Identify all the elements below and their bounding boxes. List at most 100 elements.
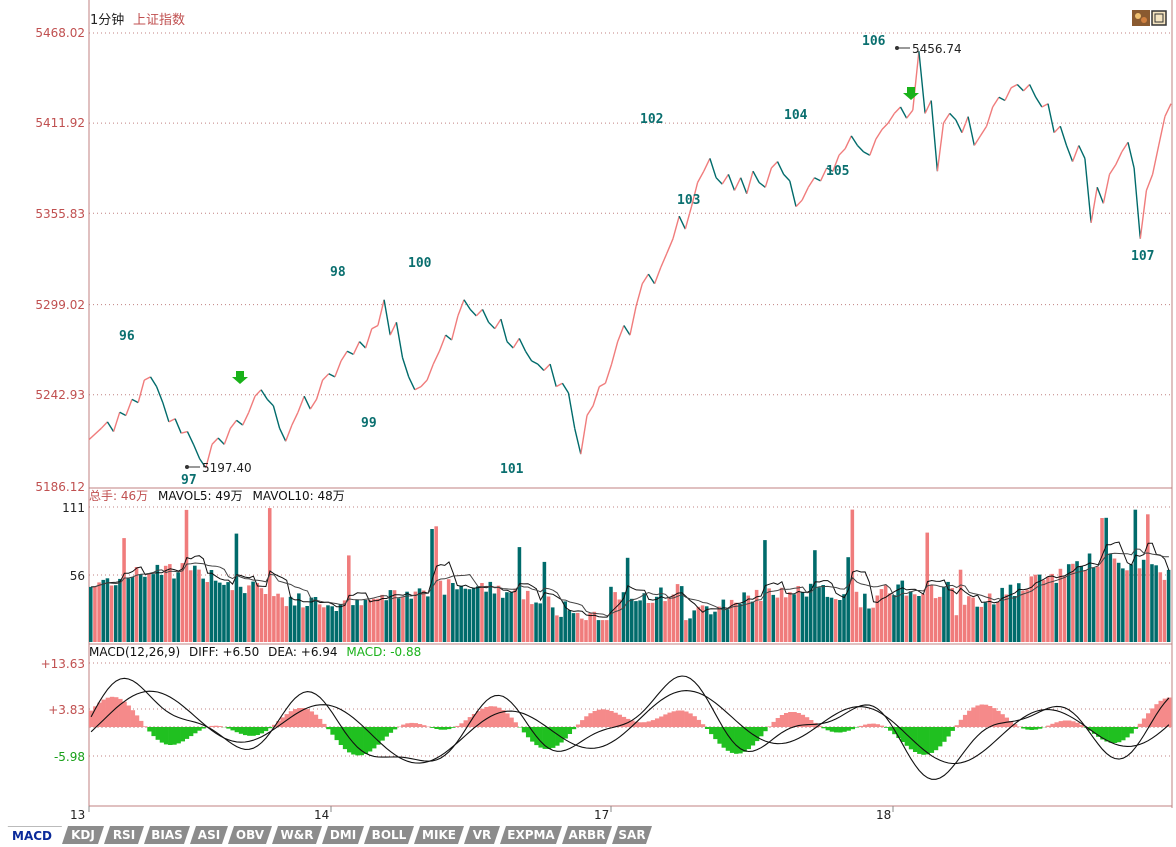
volume-bar bbox=[700, 605, 705, 642]
price-segment bbox=[604, 363, 613, 384]
volume-bar bbox=[783, 597, 788, 642]
price-segment bbox=[942, 113, 951, 124]
volume-bar bbox=[829, 597, 834, 642]
volume-bar bbox=[530, 604, 534, 642]
price-segment bbox=[181, 430, 188, 434]
macd-bar bbox=[355, 727, 360, 756]
volume-bar bbox=[509, 592, 513, 642]
volume-bar bbox=[442, 594, 447, 642]
macd-bar bbox=[455, 725, 460, 727]
volume-bar bbox=[796, 586, 801, 642]
macd-bar bbox=[201, 727, 206, 729]
volume-bar bbox=[492, 593, 497, 642]
volume-bar bbox=[388, 590, 393, 642]
volume-bar bbox=[863, 593, 867, 642]
macd-bar bbox=[592, 711, 598, 727]
macd-bar bbox=[813, 722, 818, 727]
macd-bar bbox=[983, 704, 989, 727]
tab-expma[interactable]: EXPMA bbox=[500, 826, 562, 844]
volume-bar bbox=[89, 586, 93, 642]
volume-bar bbox=[1096, 566, 1100, 642]
volume-bar bbox=[1116, 562, 1121, 642]
price-segment bbox=[819, 167, 828, 182]
tab-asi[interactable]: ASI bbox=[190, 826, 228, 844]
wave-label: 96 bbox=[119, 329, 135, 344]
wave-label: 99 bbox=[361, 416, 377, 431]
price-segment bbox=[1084, 158, 1092, 223]
volume-bar bbox=[817, 587, 821, 642]
volume-bar bbox=[1125, 570, 1129, 642]
macd-bar bbox=[871, 723, 876, 727]
price-segment bbox=[1096, 187, 1105, 204]
macd-bar bbox=[858, 725, 864, 727]
macd-bar bbox=[1116, 727, 1122, 743]
volume-bar bbox=[1154, 565, 1158, 642]
price-segment bbox=[1151, 145, 1160, 175]
tab-bias[interactable]: BIAS bbox=[144, 826, 190, 844]
volume-bars bbox=[89, 508, 1171, 642]
volume-bar bbox=[679, 586, 684, 642]
macd-bar bbox=[700, 724, 706, 727]
window-toggle-icon[interactable] bbox=[1132, 9, 1168, 27]
macd-bar bbox=[213, 725, 219, 727]
price-segment bbox=[112, 412, 121, 432]
price-segment bbox=[426, 363, 434, 381]
macd-bar bbox=[642, 722, 647, 727]
volume-bar bbox=[280, 597, 284, 642]
period-label[interactable]: 1分钟 bbox=[90, 12, 124, 28]
macd-bar bbox=[1008, 721, 1014, 727]
volume-bar bbox=[559, 616, 563, 642]
macd-legend: MACD(12,26,9) DIFF: +6.50 DEA: +6.94 MAC… bbox=[89, 645, 421, 659]
price-segment bbox=[893, 106, 902, 114]
tab-macd[interactable]: MACD bbox=[2, 826, 62, 845]
down-arrow-icon bbox=[232, 371, 248, 384]
price-segment bbox=[463, 299, 471, 310]
tab-boll[interactable]: BOLL bbox=[364, 826, 414, 844]
volume-bar bbox=[251, 581, 255, 642]
tab-kdj[interactable]: KDJ bbox=[62, 826, 104, 844]
macd-y-tick: +3.83 bbox=[48, 703, 85, 717]
volume-bar bbox=[771, 594, 776, 642]
macd-bar bbox=[89, 710, 94, 727]
volume-bar bbox=[704, 606, 709, 642]
volume-bar bbox=[1017, 583, 1021, 642]
volume-bar bbox=[775, 597, 780, 642]
volume-bar bbox=[263, 594, 268, 642]
macd-bar bbox=[1066, 720, 1072, 727]
macd-bar bbox=[563, 727, 568, 739]
price-segment bbox=[961, 116, 969, 133]
tab-rsi[interactable]: RSI bbox=[104, 826, 144, 844]
tab-obv[interactable]: OBV bbox=[228, 826, 272, 844]
macd-bar bbox=[1129, 727, 1134, 734]
volume-bar bbox=[571, 613, 576, 642]
price-segment bbox=[205, 444, 213, 469]
price-segment bbox=[1102, 174, 1111, 204]
price-segment bbox=[555, 382, 563, 388]
tab-dmi[interactable]: DMI bbox=[322, 826, 364, 844]
macd-bar bbox=[184, 727, 190, 739]
macd-bar bbox=[550, 727, 556, 748]
tab-wr[interactable]: W&R bbox=[272, 826, 322, 844]
macd-bar bbox=[879, 725, 885, 727]
volume-bar bbox=[567, 610, 572, 642]
tab-vr[interactable]: VR bbox=[464, 826, 500, 844]
volume-bar bbox=[892, 595, 896, 642]
tab-mike[interactable]: MIKE bbox=[414, 826, 464, 844]
macd-bar bbox=[850, 727, 856, 730]
macd-bar bbox=[588, 713, 593, 727]
price-segment bbox=[1158, 116, 1166, 146]
tab-arbr[interactable]: ARBR bbox=[562, 826, 612, 844]
macd-bar bbox=[1146, 713, 1151, 727]
tab-sar[interactable]: SAR bbox=[612, 826, 652, 844]
volume-bar bbox=[825, 596, 830, 642]
price-y-tick: 5355.83 bbox=[35, 207, 85, 221]
price-segment bbox=[445, 334, 453, 341]
volume-bar bbox=[992, 604, 996, 642]
volume-bar bbox=[500, 597, 505, 642]
volume-bar bbox=[542, 561, 547, 642]
wave-label: 98 bbox=[330, 265, 346, 280]
macd-bar bbox=[530, 727, 535, 742]
macd-bar bbox=[218, 726, 223, 727]
macd-dea-label: DEA: +6.94 bbox=[268, 645, 337, 659]
